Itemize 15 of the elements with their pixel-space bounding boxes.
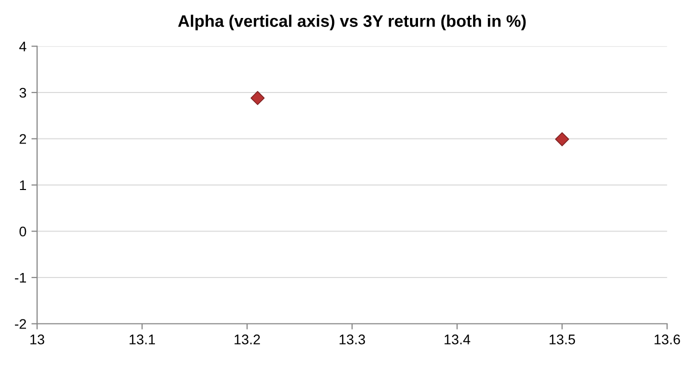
y-tick-label: 4 — [19, 42, 26, 52]
y-tick-label: 3 — [19, 88, 26, 98]
x-tick-label: 13.4 — [444, 334, 470, 344]
y-tick-label: -2 — [14, 319, 26, 329]
x-tick-label: 13 — [30, 334, 44, 344]
y-tick-label: 1 — [20, 180, 26, 190]
x-tick-label: 13.3 — [340, 334, 366, 344]
x-tick-label: 13.2 — [234, 334, 260, 344]
y-tick-label: -1 — [14, 272, 26, 283]
y-tick-label: 0 — [20, 226, 26, 236]
y-tick-label: 2 — [20, 134, 26, 144]
x-tick-label: 13.1 — [130, 334, 155, 344]
chart-title: Alpha (vertical axis) vs 3Y return (both in %) — [178, 14, 526, 30]
x-tick-label: 13.5 — [550, 334, 576, 344]
x-tick-label: 13.6 — [654, 334, 680, 344]
